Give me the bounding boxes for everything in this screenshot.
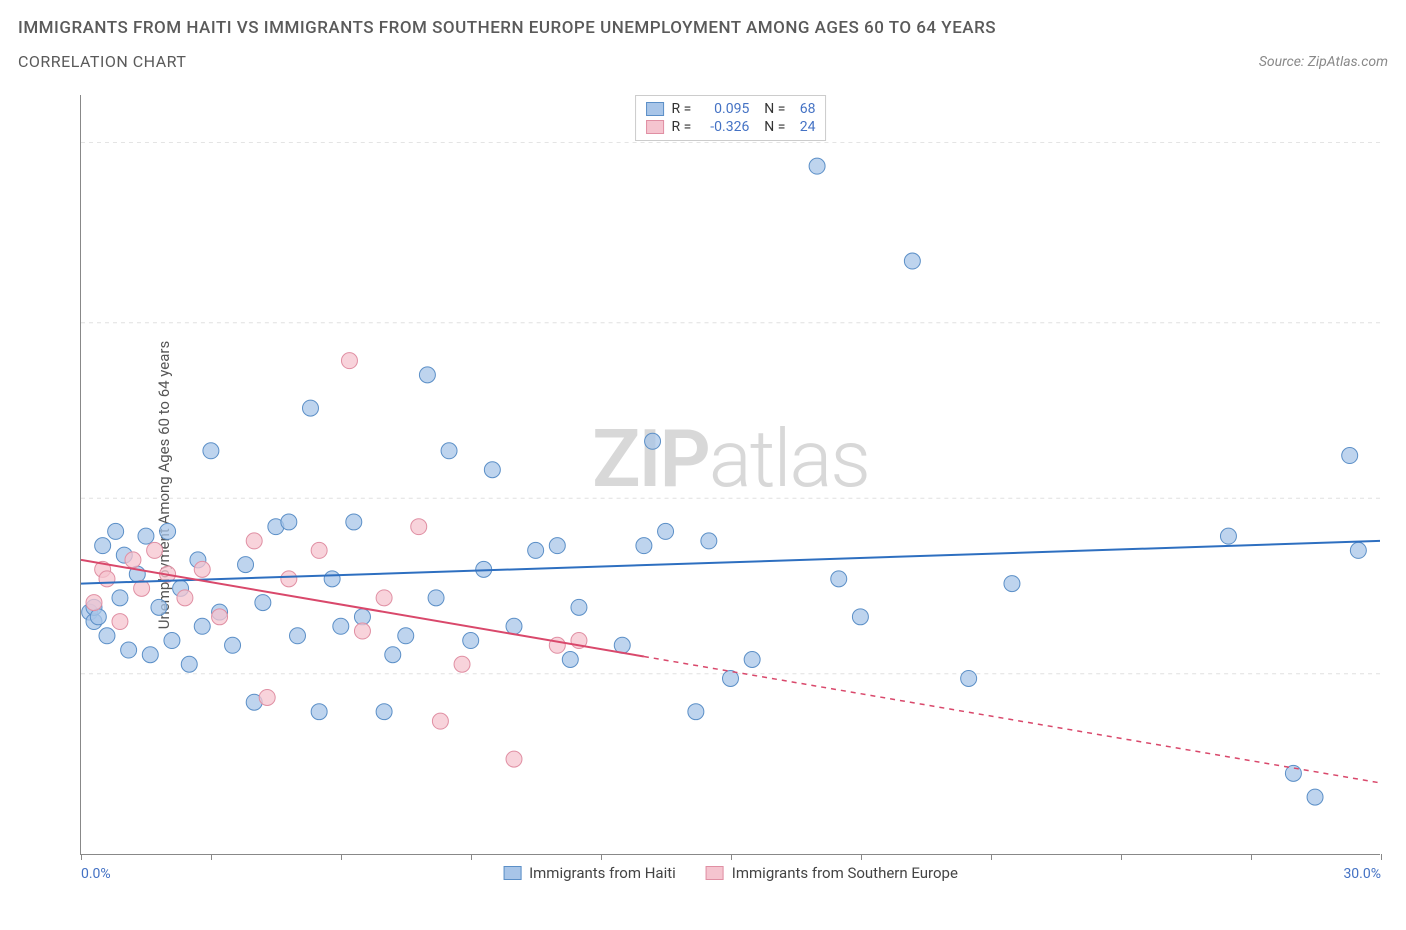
x-tick [341, 854, 342, 860]
x-tick [1381, 854, 1382, 860]
x-tick [991, 854, 992, 860]
x-tick [731, 854, 732, 860]
x-tick [211, 854, 212, 860]
legend-correlation: R = 0.095 N = 68 R = -0.326 N = 24 [635, 95, 827, 141]
legend-series: Immigrants from Haiti Immigrants from So… [503, 864, 958, 882]
legend-item-seurope: Immigrants from Southern Europe [706, 864, 958, 882]
legend-row-seurope: R = -0.326 N = 24 [646, 118, 816, 136]
plot-svg [81, 95, 1380, 854]
x-tick [81, 854, 82, 860]
chart-container: Unemployment Among Ages 60 to 64 years Z… [60, 95, 1380, 875]
r-value-seurope: -0.326 [699, 119, 749, 135]
chart-title: IMMIGRANTS FROM HAITI VS IMMIGRANTS FROM… [18, 18, 1388, 38]
x-tick [601, 854, 602, 860]
x-tick [471, 854, 472, 860]
plot-area: ZIPatlas R = 0.095 N = 68 R = -0.326 N =… [80, 95, 1380, 855]
x-tick-label: 0.0% [81, 866, 111, 882]
x-tick [1121, 854, 1122, 860]
subtitle-row: CORRELATION CHART Source: ZipAtlas.com [18, 52, 1388, 71]
swatch-seurope [646, 120, 664, 134]
n-value-haiti: 68 [793, 101, 815, 117]
r-value-haiti: 0.095 [699, 101, 749, 117]
n-value-seurope: 24 [793, 119, 815, 135]
chart-header: IMMIGRANTS FROM HAITI VS IMMIGRANTS FROM… [0, 0, 1406, 71]
chart-subtitle: CORRELATION CHART [18, 52, 186, 71]
watermark: ZIPatlas [592, 412, 869, 506]
x-tick [1251, 854, 1252, 860]
swatch-seurope-bottom [706, 866, 724, 880]
legend-label-seurope: Immigrants from Southern Europe [732, 864, 958, 882]
legend-row-haiti: R = 0.095 N = 68 [646, 100, 816, 118]
swatch-haiti [646, 102, 664, 116]
x-tick [861, 854, 862, 860]
x-tick-label: 30.0% [1343, 866, 1381, 882]
legend-item-haiti: Immigrants from Haiti [503, 864, 676, 882]
chart-source: Source: ZipAtlas.com [1259, 54, 1388, 70]
swatch-haiti-bottom [503, 866, 521, 880]
legend-label-haiti: Immigrants from Haiti [529, 864, 676, 882]
